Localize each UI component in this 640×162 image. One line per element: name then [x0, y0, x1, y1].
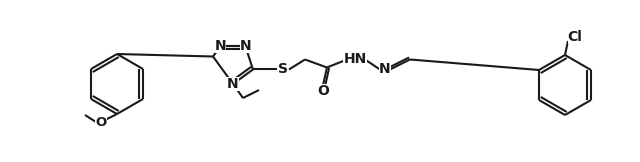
Text: S: S	[278, 63, 288, 76]
Text: N: N	[379, 63, 391, 76]
Text: N: N	[227, 77, 239, 91]
Text: N: N	[239, 39, 251, 53]
Text: N: N	[215, 39, 227, 53]
Text: O: O	[95, 116, 107, 128]
Text: Cl: Cl	[568, 30, 582, 44]
Text: HN: HN	[343, 52, 367, 66]
Text: O: O	[317, 85, 329, 98]
